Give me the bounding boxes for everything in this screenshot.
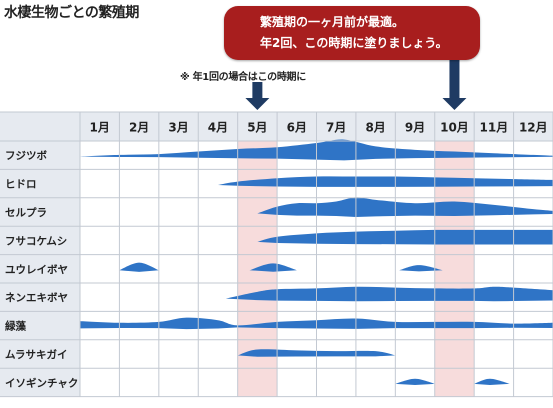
row-label-9: イソギンチャク bbox=[5, 376, 78, 389]
row-label-1: フジツボ bbox=[5, 149, 47, 162]
area-6-1 bbox=[225, 286, 553, 302]
area-5-1 bbox=[119, 262, 159, 272]
area-5-3 bbox=[399, 265, 443, 272]
month-label-7: 7月 bbox=[326, 121, 346, 135]
month-label-6: 6月 bbox=[287, 121, 307, 135]
area-5-2 bbox=[249, 263, 297, 272]
month-label-3: 3月 bbox=[168, 121, 188, 135]
month-label-12: 12月 bbox=[519, 121, 548, 135]
row-label-8: ムラサキガイ bbox=[5, 348, 67, 361]
header-bg bbox=[0, 112, 553, 141]
row-label-5: ユウレイボヤ bbox=[5, 263, 68, 276]
area-3-1 bbox=[257, 197, 553, 217]
row-label-7: 緑藻 bbox=[5, 320, 26, 333]
row-label-column-bg bbox=[0, 141, 80, 397]
area-4-1 bbox=[257, 229, 553, 245]
row-label-4: フサコケムシ bbox=[5, 235, 67, 247]
callout-line-2: 年2回、この時期に塗りましょう。 bbox=[260, 36, 448, 50]
area-2-1 bbox=[217, 176, 553, 187]
month-label-9: 9月 bbox=[405, 121, 425, 135]
month-label-11: 11月 bbox=[480, 121, 509, 135]
row-label-3: セルプラ bbox=[5, 206, 47, 219]
area-9-2 bbox=[474, 378, 510, 385]
arrow-twice bbox=[442, 58, 467, 110]
month-label-8: 8月 bbox=[365, 121, 385, 135]
callout-box: 繁殖期の一ヶ月前が最適。 年2回、この時期に塗りましょう。 bbox=[224, 6, 480, 60]
month-label-5: 5月 bbox=[247, 121, 267, 135]
callout-line-1: 繁殖期の一ヶ月前が最適。 bbox=[260, 15, 405, 29]
chart-arrows bbox=[245, 58, 467, 110]
chart-gridlines bbox=[0, 111, 553, 398]
page-title: 水棲生物ごとの繁殖期 bbox=[4, 5, 139, 21]
row-label-2: ヒドロ bbox=[5, 179, 37, 191]
annual-note: ※ 年1回の場合はこの時期に bbox=[180, 72, 306, 83]
month-label-1: 1月 bbox=[90, 121, 110, 135]
area-9-1 bbox=[395, 378, 435, 385]
month-label-10: 10月 bbox=[440, 121, 469, 135]
row-label-6: ネンエキボヤ bbox=[5, 291, 68, 304]
arrow-annual bbox=[245, 82, 270, 110]
chart-labels: 1月 2月 3月 4月 5月 6月 7月 8月 9月 10月 11月 12月フジツボヒドロセルプラフサ… bbox=[5, 121, 548, 390]
month-label-4: 4月 bbox=[208, 121, 228, 135]
month-label-2: 2月 bbox=[129, 121, 149, 135]
